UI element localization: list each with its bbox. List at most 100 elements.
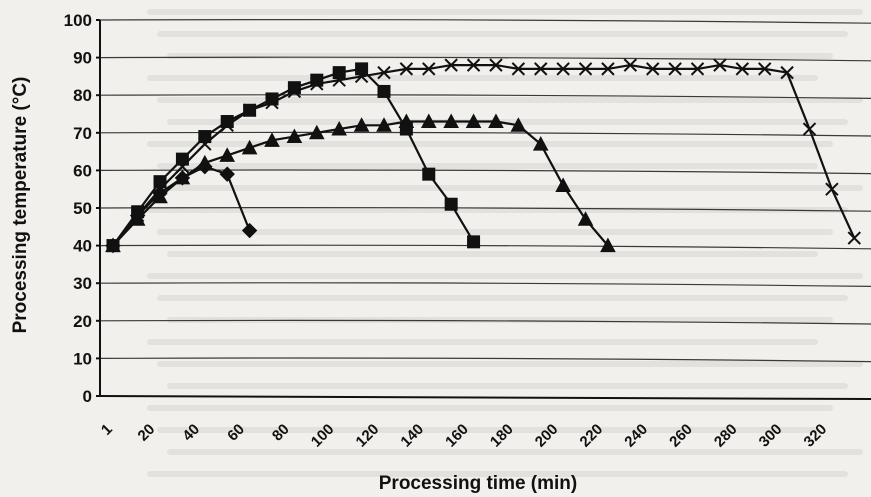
triangle-marker <box>465 113 482 129</box>
y-tick-label: 90 <box>73 49 92 68</box>
triangle-marker <box>510 117 527 132</box>
series-group <box>105 58 861 254</box>
series-triangle <box>105 113 616 253</box>
triangle-marker <box>241 139 258 155</box>
triangle-marker <box>331 120 348 136</box>
gridline <box>99 319 871 325</box>
triangle-marker <box>398 113 415 129</box>
x-marker <box>713 58 727 72</box>
x-marker <box>802 122 817 136</box>
x-marker-stroke <box>646 62 660 76</box>
x-marker-stroke <box>825 182 839 196</box>
x-marker-stroke <box>265 96 279 110</box>
triangle-marker <box>196 154 213 170</box>
x-marker-stroke <box>444 58 458 72</box>
series-x <box>106 58 861 253</box>
x-marker <box>153 182 167 196</box>
x-marker-stroke <box>377 65 391 80</box>
x-marker <box>106 238 120 253</box>
y-tick-label: 0 <box>83 387 92 406</box>
triangle-marker <box>264 132 280 147</box>
triangle-marker <box>488 113 504 129</box>
triangle-marker <box>443 113 460 129</box>
x-marker-stroke <box>220 118 234 132</box>
triangle-marker <box>376 117 392 132</box>
x-marker <box>265 96 279 110</box>
x-marker <box>422 62 436 76</box>
x-marker-stroke <box>287 84 302 99</box>
x-marker-stroke <box>242 103 257 117</box>
x-marker <box>466 58 481 72</box>
x-tick-label: 140 <box>397 421 427 451</box>
x-tick-label: 40 <box>179 421 203 445</box>
x-marker-stroke <box>198 137 212 151</box>
x-tick-label: 220 <box>577 421 607 451</box>
x-marker-stroke <box>534 62 548 76</box>
gridline <box>99 282 871 287</box>
x-tick-label: 260 <box>666 421 696 451</box>
x-marker-stroke <box>556 62 570 76</box>
x-marker <box>399 62 414 76</box>
x-marker <box>690 62 705 76</box>
x-marker-stroke <box>601 62 615 76</box>
diamond-marker <box>219 166 235 182</box>
x-tick-label: 280 <box>711 421 741 451</box>
x-tick-label: 100 <box>308 421 338 451</box>
x-marker-stroke <box>399 62 414 76</box>
square-marker <box>198 130 212 144</box>
triangle-marker <box>532 136 549 151</box>
y-tick-label: 30 <box>73 274 92 293</box>
x-marker <box>354 69 369 84</box>
x-marker <box>578 62 593 76</box>
x-marker <box>534 62 548 76</box>
x-marker-stroke <box>153 182 167 196</box>
x-marker <box>735 62 750 76</box>
x-marker-stroke <box>690 62 705 76</box>
gridline <box>99 94 871 99</box>
x-tick-label: 20 <box>135 421 159 445</box>
x-tick-label: 320 <box>801 421 831 451</box>
x-marker-stroke <box>106 238 120 253</box>
square-marker <box>444 197 458 211</box>
triangle-marker <box>219 147 236 162</box>
x-marker <box>198 137 212 151</box>
x-marker <box>242 103 257 117</box>
gridlines <box>99 19 871 363</box>
triangle-marker <box>308 124 325 140</box>
triangle-marker <box>420 113 437 129</box>
background-text-texture <box>147 9 863 477</box>
x-marker-stroke <box>847 231 861 245</box>
x-marker <box>757 62 772 76</box>
x-marker-stroke <box>332 73 346 87</box>
x-marker <box>825 182 839 196</box>
x-axis-line <box>99 395 871 400</box>
x-marker-stroke <box>780 65 794 80</box>
x-marker-stroke <box>735 62 750 76</box>
series-line-x <box>112 63 856 247</box>
x-tick-label: 240 <box>621 421 651 451</box>
x-marker-stroke <box>757 62 772 76</box>
x-tick-label: 180 <box>487 421 517 451</box>
x-marker-stroke <box>578 62 593 76</box>
y-tick-label: 70 <box>73 124 92 143</box>
gridline <box>99 207 871 212</box>
y-tick-label: 50 <box>73 199 92 218</box>
square-marker <box>355 62 369 76</box>
x-marker <box>668 62 682 76</box>
gridline <box>99 244 871 250</box>
x-marker-stroke <box>175 159 190 174</box>
x-marker <box>556 62 570 76</box>
x-tick-label: 120 <box>353 421 383 451</box>
y-tick-label: 20 <box>73 312 92 331</box>
triangle-marker <box>353 117 370 132</box>
x-marker-stroke <box>668 62 682 76</box>
x-marker-stroke <box>466 58 481 72</box>
x-tick-label: 1 <box>98 421 116 439</box>
triangle-marker <box>152 188 168 204</box>
x-tick-label: 300 <box>756 421 786 451</box>
gridline <box>99 56 871 62</box>
x-marker-stroke <box>422 62 436 76</box>
x-marker <box>220 118 234 132</box>
x-tick-labels: 1 20 40 60 80 100 120 140 160 180 200 220 240 260 280 3… <box>98 421 830 451</box>
